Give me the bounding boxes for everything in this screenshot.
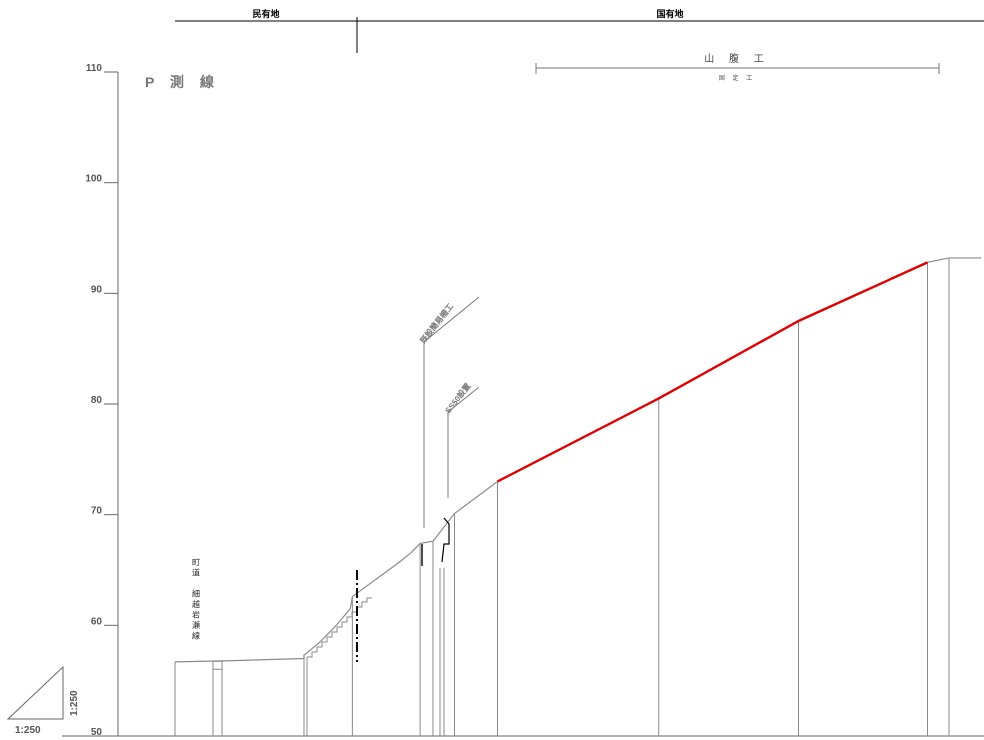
works-name: 山 腹 工	[704, 52, 770, 65]
scale-indicator: 1:250 1:250	[6, 665, 80, 736]
ownership-header: 民有地 国有地	[175, 8, 984, 53]
road-label-char: 瀬	[192, 620, 200, 630]
national-land-label: 国有地	[656, 8, 683, 19]
existing-fence-annotation: 既設簡易柵工	[418, 301, 455, 345]
works-sub: 固 定 工	[719, 74, 755, 82]
slope-works-extent: 山 腹 工 固 定 工	[535, 52, 940, 82]
axis-tick-label: 70	[91, 506, 103, 517]
road-label-char: 細	[192, 589, 200, 599]
axis-tick-label: 50	[91, 727, 103, 738]
axis-tick-label: 100	[85, 174, 102, 185]
road-label-char: 道	[192, 568, 200, 578]
road-label-char: 岩	[192, 610, 200, 620]
upper-leader	[423, 296, 480, 528]
fence-post	[441, 517, 450, 563]
axis-tick-label: 110	[86, 63, 103, 74]
lower-leader	[447, 386, 480, 498]
ss50-annotation: SS50設置	[443, 381, 473, 415]
road-label-char: 町	[192, 558, 200, 567]
scale-triangle	[6, 665, 64, 720]
survey-line-title: P 測 線	[145, 74, 220, 90]
slope-works-line	[496, 261, 928, 483]
road-gutter	[212, 660, 223, 670]
road-label-char: 越	[192, 599, 200, 609]
elevation-axis: 110 100 90 80 70 60 50	[62, 63, 984, 738]
ground-profile	[174, 257, 982, 663]
axis-tick-label: 60	[91, 616, 103, 627]
stairs	[307, 597, 372, 658]
axis-tick-label: 80	[91, 395, 103, 406]
vertical-scale: 1:250	[69, 690, 80, 716]
road-label-char: 線	[192, 631, 200, 641]
horizontal-scale: 1:250	[15, 725, 41, 736]
private-land-label: 民有地	[252, 8, 279, 19]
station-lines	[174, 257, 950, 736]
axis-tick-label: 90	[91, 284, 103, 295]
ground-line	[174, 257, 982, 663]
